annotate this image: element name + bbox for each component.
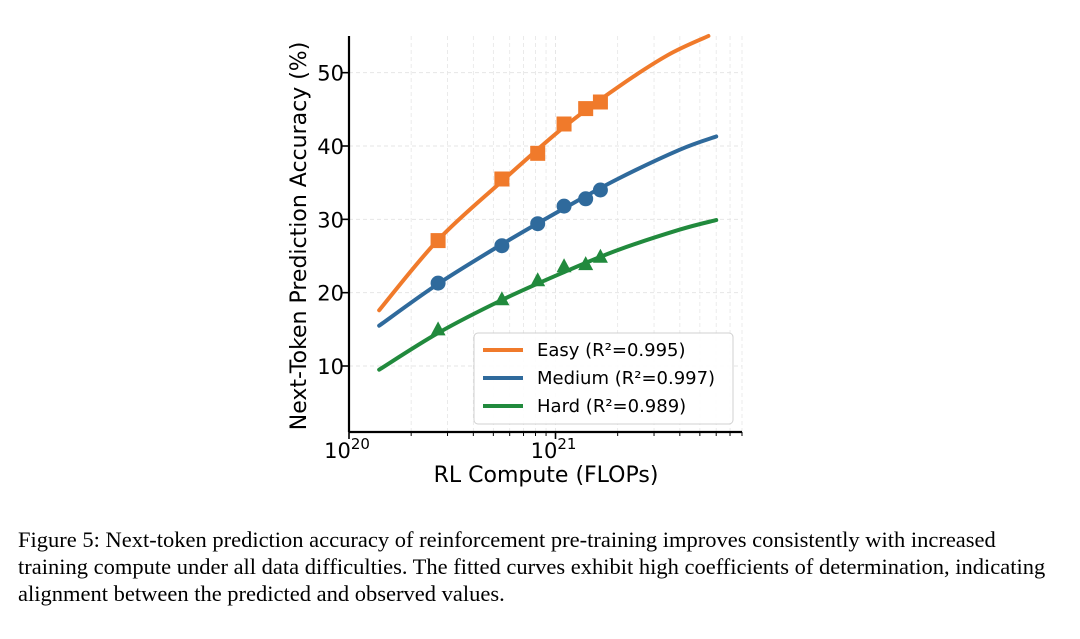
legend-medium-label: Medium (R²=0.997): [537, 368, 715, 389]
circle-marker: [494, 238, 510, 254]
circle-marker: [556, 198, 572, 214]
square-marker: [578, 101, 594, 117]
square-marker: [556, 116, 572, 132]
y-tick-label: 50: [317, 62, 344, 86]
y-tick-label: 10: [317, 355, 344, 379]
circle-marker: [430, 275, 446, 291]
y-tick-label: 20: [317, 282, 344, 306]
circle-marker: [578, 191, 594, 207]
square-marker: [430, 233, 446, 249]
y-axis-label: Next-Token Prediction Accuracy (%): [287, 42, 312, 431]
square-marker: [494, 171, 510, 187]
triangle-marker: [530, 272, 546, 287]
circle-marker: [592, 182, 608, 198]
x-axis-label: RL Compute (FLOPs): [434, 463, 659, 488]
triangle-marker: [430, 321, 446, 336]
triangle-marker: [592, 248, 608, 263]
x-tick-label: 1020: [324, 435, 370, 463]
triangle-marker: [494, 291, 510, 306]
legend-hard-label: Hard (R²=0.989): [537, 396, 686, 417]
legend-easy-label: Easy (R²=0.995): [537, 340, 686, 361]
triangle-marker: [578, 256, 594, 271]
medium-fit-line: [377, 134, 719, 328]
circle-marker: [530, 216, 546, 232]
square-marker: [592, 94, 608, 110]
triangle-marker: [556, 258, 572, 273]
square-marker: [530, 145, 546, 161]
y-tick-label: 30: [317, 208, 344, 232]
figure-caption: Figure 5: Next-token prediction accuracy…: [18, 527, 1046, 606]
legend: Easy (R²=0.995) Medium (R²=0.997) Hard (R²…: [473, 332, 734, 425]
easy-fit-line: [377, 34, 711, 313]
legend-box: [473, 332, 734, 425]
y-tick-label: 40: [317, 135, 344, 159]
data-markers: [430, 94, 608, 336]
x-tick-label: 1021: [531, 435, 577, 463]
fit-curves: [377, 34, 719, 372]
